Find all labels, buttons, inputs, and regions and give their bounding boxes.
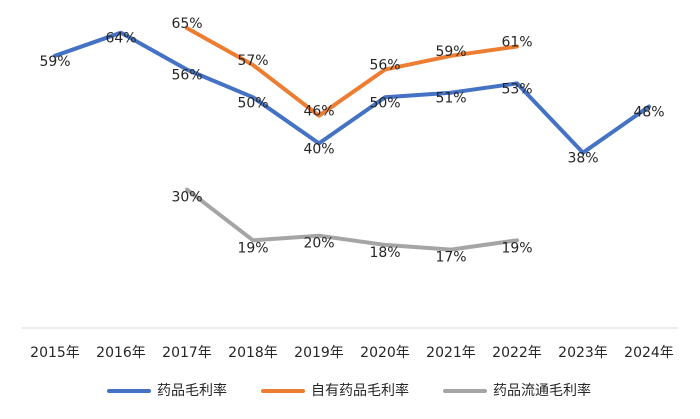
data-label: 38%	[567, 151, 598, 167]
data-label: 59%	[39, 54, 70, 70]
series-layer	[53, 26, 651, 252]
series-line-0	[53, 30, 651, 155]
data-label: 65%	[171, 16, 202, 32]
data-label: 56%	[369, 58, 400, 74]
legend: 药品毛利率 自有药品毛利率 药品流通毛利率	[107, 382, 591, 399]
legend-label: 自有药品毛利率	[311, 382, 409, 399]
data-label: 50%	[237, 95, 268, 111]
series-line-2	[185, 187, 519, 252]
data-label: 48%	[633, 105, 664, 121]
data-label: 53%	[501, 81, 532, 97]
data-label: 57%	[237, 53, 268, 69]
data-label: 64%	[105, 31, 136, 47]
x-tick-label: 2015年	[30, 345, 80, 361]
legend-item-2: 药品流通毛利率	[443, 382, 591, 399]
data-label-layer: 59% 64% 56% 50% 40% 50% 51% 53% 38% 48% 65% 57% 46% 5…	[39, 16, 664, 266]
x-tick-label: 2018年	[228, 345, 278, 361]
x-tick-label: 2019年	[294, 345, 344, 361]
x-tick-label: 2016年	[96, 345, 146, 361]
data-label: 40%	[303, 141, 334, 157]
data-label: 61%	[501, 35, 532, 51]
data-label: 51%	[435, 91, 466, 107]
legend-label: 药品毛利率	[157, 382, 227, 399]
data-label: 56%	[171, 68, 202, 84]
legend-label: 药品流通毛利率	[493, 382, 591, 399]
data-label: 46%	[303, 104, 334, 120]
x-tick-label: 2023年	[558, 345, 608, 361]
data-label: 19%	[237, 240, 268, 256]
x-tick-label: 2020年	[360, 345, 410, 361]
x-tick-label: 2021年	[426, 345, 476, 361]
series-line-1	[185, 26, 519, 118]
data-label: 30%	[171, 190, 202, 206]
x-tick-label: 2017年	[162, 345, 212, 361]
legend-item-0: 药品毛利率	[107, 382, 227, 399]
data-label: 50%	[369, 95, 400, 111]
x-tick-labels: 2015年 2016年 2017年 2018年 2019年 2020年 2021年 2022年…	[30, 345, 674, 361]
data-label: 19%	[501, 240, 532, 256]
data-label: 18%	[369, 245, 400, 261]
x-tick-label: 2022年	[492, 345, 542, 361]
legend-item-1: 自有药品毛利率	[261, 382, 409, 399]
x-tick-label: 2024年	[624, 345, 674, 361]
data-label: 59%	[435, 44, 466, 60]
data-label: 20%	[303, 236, 334, 252]
data-label: 17%	[435, 250, 466, 266]
